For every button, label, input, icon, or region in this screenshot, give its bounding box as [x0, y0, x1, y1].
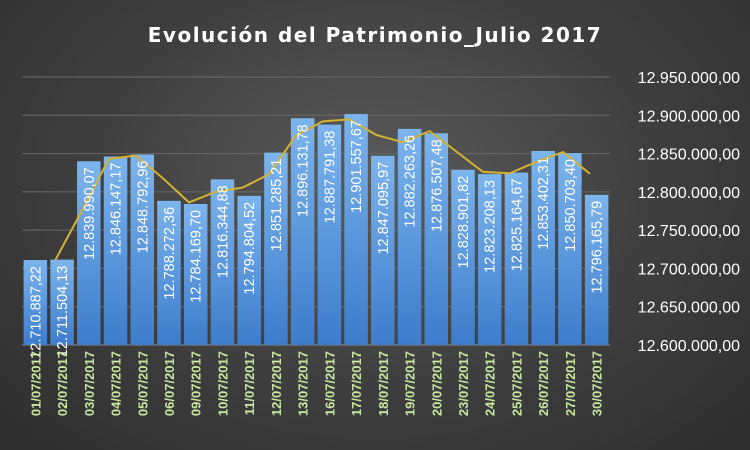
x-tick-label: 13/07/2017: [296, 351, 311, 416]
x-tick-label: 19/07/2017: [403, 351, 418, 416]
bar: [210, 179, 235, 345]
x-tick-label: 20/07/2017: [429, 351, 444, 416]
data-label: 12.901.557,67: [349, 120, 365, 213]
bars: [23, 114, 609, 345]
x-tick-label: 25/07/2017: [509, 351, 524, 416]
data-label: 12.876.507,48: [429, 139, 445, 232]
y-tick-label: 12.850.000,00: [638, 147, 740, 164]
x-axis: 01/07/2017 02/07/2017 03/07/2017 04/07/2017…: [28, 351, 604, 416]
x-tick-label: 26/07/2017: [536, 351, 551, 416]
data-label: 12.851.285,21: [269, 159, 285, 252]
bar: [290, 118, 315, 345]
y-tick-label: 12.950.000,00: [638, 70, 740, 87]
bar: [317, 124, 342, 345]
bar: [344, 114, 368, 345]
bar: [50, 259, 74, 345]
x-tick-label: 03/07/2017: [82, 351, 97, 416]
bar: [130, 154, 155, 345]
x-tick-label: 24/07/2017: [483, 351, 498, 416]
x-tick-label: 23/07/2017: [456, 351, 471, 416]
y-tick-label: 12.800.000,00: [638, 185, 740, 202]
bar: [397, 128, 422, 345]
bar: [23, 260, 48, 345]
x-tick-label: 10/07/2017: [215, 351, 230, 416]
data-label: 12.850.703,40: [563, 159, 579, 252]
x-tick-label: 12/07/2017: [269, 351, 284, 416]
data-label: 12.711.504,13: [55, 266, 71, 358]
data-label: 12.839.990,07: [82, 167, 98, 260]
bar: [584, 194, 609, 345]
trend-line: [54, 118, 591, 261]
bar: [531, 150, 555, 345]
trend-line-group: [54, 118, 591, 261]
data-label: 12.784.169,70: [189, 210, 205, 303]
x-tick-label: 18/07/2017: [376, 351, 391, 416]
data-label: 12.796.165,79: [590, 201, 606, 294]
data-label: 12.825.164,67: [509, 179, 525, 272]
y-tick-label: 12.600.000,00: [638, 338, 740, 355]
bar: [424, 133, 449, 345]
data-label: 12.710.887,22: [28, 266, 44, 359]
x-tick-label: 16/07/2017: [322, 351, 337, 416]
bar: [237, 195, 261, 345]
data-label: 12.848.792,96: [135, 160, 151, 253]
data-label: 12.847.095,97: [376, 162, 392, 255]
y-tick-label: 12.650.000,00: [638, 300, 740, 317]
data-label: 12.853.402,31: [536, 157, 552, 250]
y-tick-label: 12.750.000,00: [638, 223, 740, 240]
x-tick-label: 06/07/2017: [162, 351, 177, 416]
x-tick-label: 09/07/2017: [189, 351, 204, 416]
data-label: 12.788.272,36: [162, 207, 178, 300]
bar: [477, 174, 502, 345]
data-label: 12.816.344,88: [215, 185, 231, 278]
bar: [371, 155, 395, 345]
bar: [183, 203, 208, 345]
y-tick-label: 12.900.000,00: [638, 108, 740, 125]
bar: [451, 169, 475, 345]
x-tick-label: 17/07/2017: [349, 351, 364, 416]
data-label: 12.896.131,78: [296, 124, 312, 217]
x-tick-label: 27/07/2017: [563, 351, 578, 416]
x-tick-label: 02/07/2017: [55, 351, 70, 416]
x-tick-label: 11/07/2017: [242, 351, 257, 415]
bar: [264, 152, 288, 345]
x-tick-label: 01/07/2017: [28, 351, 43, 416]
x-tick-label: 30/07/2017: [590, 351, 605, 416]
bar: [558, 153, 582, 345]
chart-title: Evolución del Patrimonio_Julio 2017: [148, 23, 602, 47]
data-label: 12.882.263,26: [403, 135, 419, 228]
data-label: 12.846.147,17: [109, 163, 125, 256]
data-label: 12.828.901,82: [456, 176, 472, 269]
x-tick-label: 04/07/2017: [109, 351, 124, 416]
data-label: 12.887.791,38: [322, 131, 338, 224]
data-labels: 12.710.887,22 12.711.504,13 12.839.990,07 1…: [28, 120, 605, 359]
data-label: 12.794.804,52: [242, 202, 258, 295]
data-label: 12.823.208,13: [483, 180, 499, 273]
bar: [504, 172, 529, 345]
bar: [103, 156, 128, 345]
y-axis: 12.600.000,00 12.650.000,00 12.700.000,00 1…: [638, 70, 740, 355]
x-tick-label: 05/07/2017: [135, 351, 150, 416]
bar: [157, 200, 181, 345]
y-tick-label: 12.700.000,00: [638, 261, 740, 278]
